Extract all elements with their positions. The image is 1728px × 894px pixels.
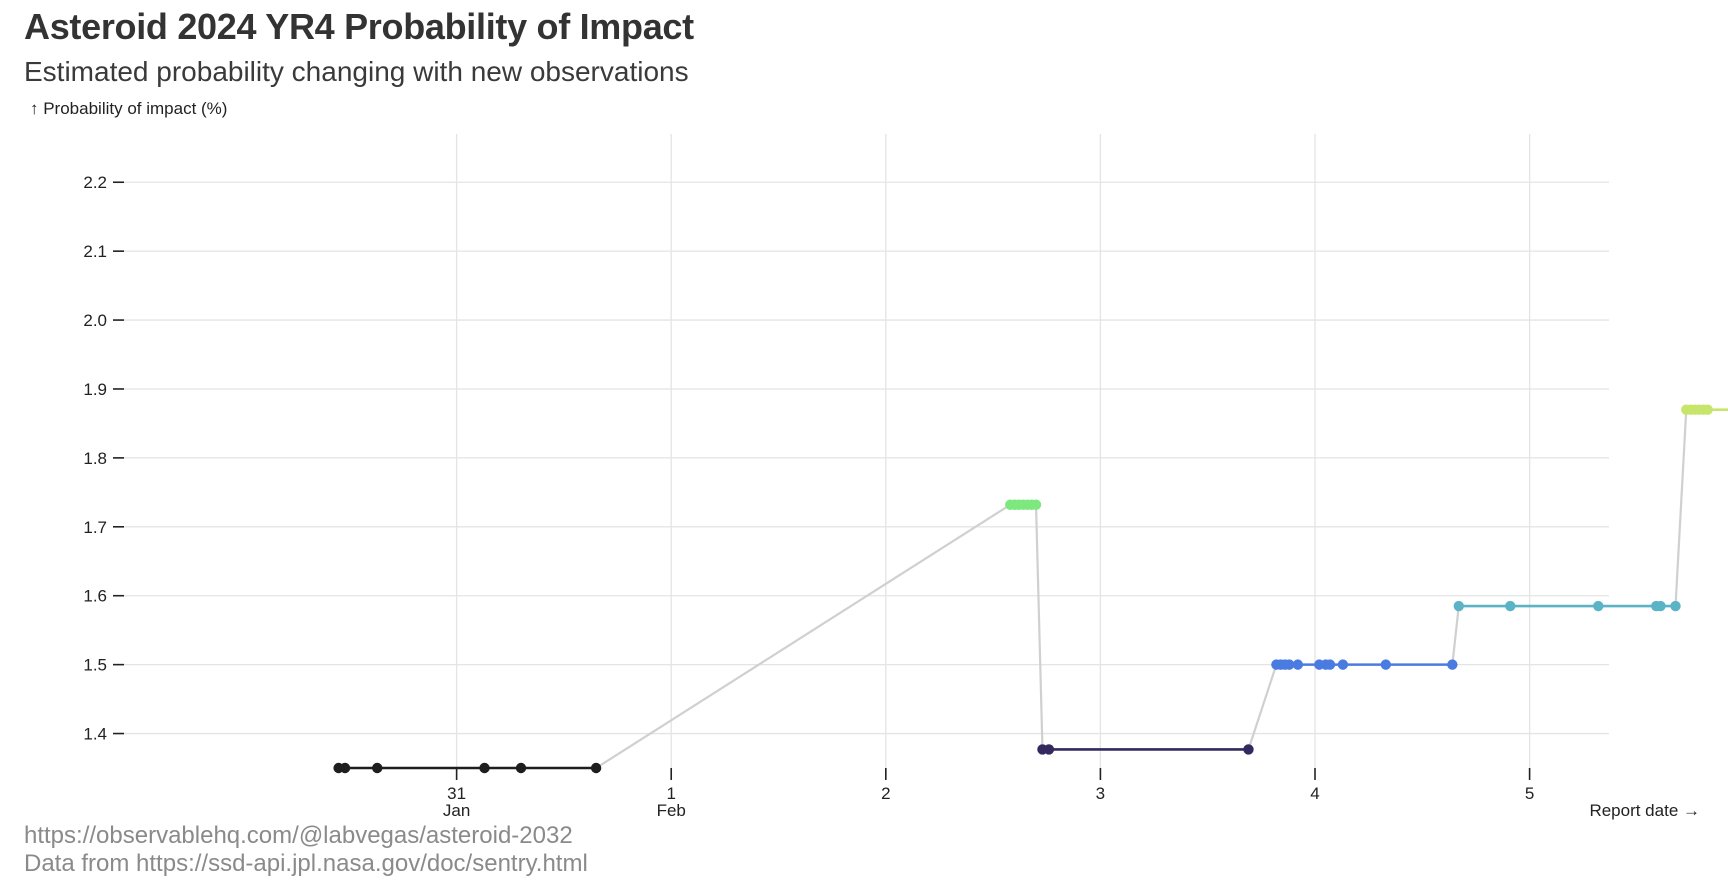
- connector-line: [1451, 605, 1460, 665]
- y-tick-label: 2.1: [83, 242, 107, 261]
- data-point: [372, 762, 383, 774]
- x-tick-sublabel: Jan: [443, 801, 470, 820]
- source-link[interactable]: https://observablehq.com/@labvegas/aster…: [24, 822, 573, 849]
- data-point: [1453, 600, 1464, 612]
- grid-lines: [124, 134, 1609, 768]
- data-point: [1655, 600, 1666, 612]
- connector-line: [595, 503, 1011, 769]
- y-tick-label: 1.6: [83, 587, 107, 606]
- x-tick-label: 2: [881, 784, 890, 803]
- series-connectors: [595, 409, 1688, 769]
- x-axis-label: Report date →: [1589, 801, 1700, 820]
- data-point: [1447, 659, 1458, 670]
- y-tick-label: 1.8: [83, 449, 107, 468]
- data-source-note: Data from https://ssd-api.jpl.nasa.gov/d…: [24, 850, 588, 877]
- data-point: [1702, 404, 1713, 415]
- series-group-level: [1271, 659, 1458, 670]
- chart-subtitle: Estimated probability changing with new …: [24, 56, 689, 87]
- series-group-level: [1453, 600, 1681, 612]
- data-point: [1337, 659, 1349, 670]
- x-tick-label: 31: [447, 784, 466, 803]
- series-group-level: [333, 762, 602, 774]
- data-point: [479, 762, 490, 774]
- y-tick-label: 1.7: [83, 518, 107, 537]
- series-group-level: [1005, 499, 1042, 510]
- series-group-level: [1037, 744, 1254, 755]
- chart-title: Asteroid 2024 YR4 Probability of Impact: [24, 6, 694, 47]
- data-point: [590, 762, 602, 774]
- data-point: [1030, 499, 1042, 510]
- y-tick-label: 2.2: [83, 173, 107, 192]
- y-tick-label: 1.5: [83, 656, 107, 675]
- connector-line: [1674, 409, 1688, 607]
- connector-line: [1034, 504, 1044, 750]
- data-point: [1243, 744, 1254, 755]
- x-tick-label: 3: [1096, 784, 1105, 803]
- data-point: [1284, 659, 1295, 670]
- connector-line: [1247, 664, 1278, 750]
- data-point: [1324, 659, 1336, 670]
- data-point: [1670, 600, 1681, 612]
- data-point: [1505, 600, 1516, 612]
- data-point: [339, 762, 351, 774]
- data-point: [1380, 659, 1392, 670]
- x-tick-label: 1: [666, 784, 675, 803]
- series-group-level: [1681, 404, 1728, 415]
- data-point: [515, 762, 527, 774]
- series-group: [333, 404, 1728, 774]
- x-tick-label: 5: [1525, 784, 1534, 803]
- x-tick-sublabel: Feb: [657, 801, 686, 820]
- data-point: [1593, 600, 1604, 612]
- data-point: [1292, 659, 1304, 670]
- data-point: [1043, 744, 1055, 755]
- y-tick-label: 1.4: [83, 725, 107, 744]
- y-axis-label: ↑ Probability of impact (%): [30, 99, 227, 118]
- x-tick-label: 4: [1310, 784, 1319, 803]
- y-tick-label: 1.9: [83, 380, 107, 399]
- y-tick-label: 2.0: [83, 311, 107, 330]
